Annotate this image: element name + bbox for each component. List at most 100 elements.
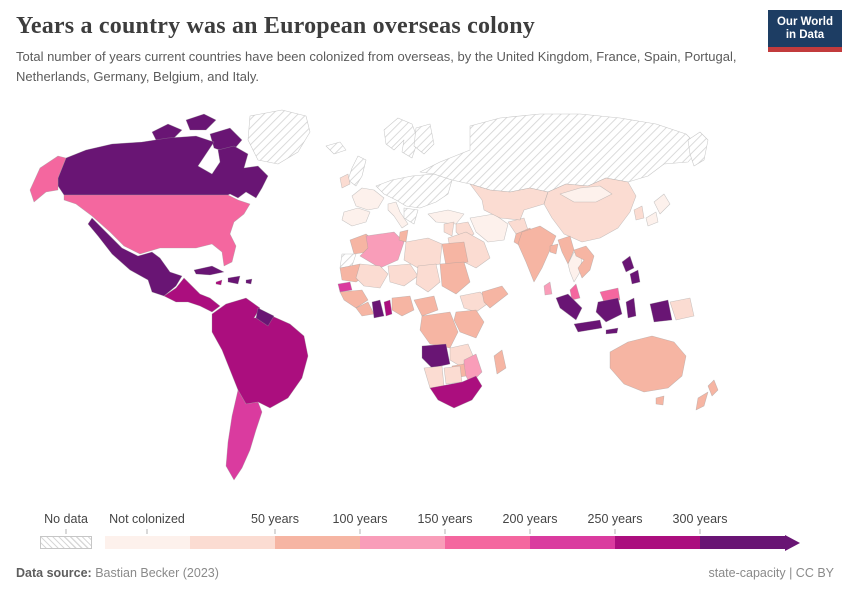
owid-logo[interactable]: Our World in Data	[768, 10, 842, 53]
data-source-label: Data source:	[16, 566, 92, 580]
legend-segment-b100_150[interactable]	[360, 536, 445, 549]
map-region-italy[interactable]	[387, 201, 409, 229]
map-region-sudan[interactable]	[439, 261, 471, 295]
map-region-japan-south[interactable]	[645, 211, 659, 227]
map-region-japan-north[interactable]	[653, 193, 671, 215]
map-region-cuba[interactable]	[193, 265, 225, 276]
map-region-united-kingdom[interactable]	[347, 155, 367, 187]
map-region-dr-congo[interactable]	[419, 311, 459, 349]
map-region-central-eastern-europe[interactable]	[375, 173, 453, 209]
map-region-tasmania[interactable]	[655, 395, 665, 406]
map-region-kamchatka[interactable]	[687, 131, 709, 167]
data-source-value: Bastian Becker (2023)	[95, 566, 219, 580]
map-region-turkey[interactable]	[427, 209, 465, 225]
map-region-somalia[interactable]	[481, 285, 509, 309]
legend-segment-b200_250[interactable]	[530, 536, 615, 549]
legend-no-data-label: No data	[44, 512, 88, 526]
map-region-papua-new-guinea[interactable]	[669, 297, 695, 321]
map-region-balkans[interactable]	[403, 207, 419, 225]
map-region-mongolia[interactable]	[559, 185, 613, 203]
map-region-malaysia-peninsula[interactable]	[569, 283, 581, 301]
map-region-botswana[interactable]	[443, 365, 463, 385]
map-region-senegal[interactable]	[337, 281, 353, 293]
map-region-east-africa[interactable]	[453, 309, 485, 339]
map-region-greenland[interactable]	[247, 109, 311, 165]
map-region-cameroon[interactable]	[413, 295, 439, 317]
legend-color-bar	[105, 534, 800, 551]
legend-tick	[699, 529, 701, 534]
map-region-south-africa[interactable]	[429, 375, 483, 409]
map-region-guinea[interactable]	[339, 289, 369, 309]
map-region-argentina-chile[interactable]	[225, 389, 263, 481]
map-region-indochina[interactable]	[573, 245, 595, 279]
license-note[interactable]: state-capacity | CC BY	[708, 566, 834, 580]
map-region-guyana[interactable]	[255, 307, 275, 327]
map-region-chad[interactable]	[415, 263, 441, 293]
legend-segment-not_colonized[interactable]	[105, 536, 190, 549]
map-region-mexico[interactable]	[87, 217, 183, 297]
map-region-egypt[interactable]	[441, 241, 469, 267]
map-region-korea[interactable]	[633, 205, 645, 221]
map-region-bangladesh[interactable]	[549, 243, 559, 255]
legend-segment-b250_300[interactable]	[615, 536, 700, 549]
map-region-ireland[interactable]	[339, 173, 351, 189]
map-region-philippines-north[interactable]	[621, 255, 635, 273]
map-region-hispaniola[interactable]	[227, 275, 241, 285]
map-region-finland[interactable]	[413, 123, 435, 155]
map-region-libya[interactable]	[403, 237, 443, 269]
map-region-niger[interactable]	[387, 263, 419, 287]
map-region-tunisia[interactable]	[398, 229, 409, 243]
map-region-ethiopia[interactable]	[459, 291, 491, 313]
map-region-iberia[interactable]	[341, 207, 371, 227]
map-region-java[interactable]	[573, 319, 603, 333]
map-region-west-papua[interactable]	[649, 299, 673, 323]
map-region-philippines-south[interactable]	[629, 269, 641, 285]
legend-segment-b150_200[interactable]	[445, 536, 530, 549]
map-region-scandinavia[interactable]	[383, 117, 419, 159]
legend-segment-b50_100[interactable]	[275, 536, 360, 549]
legend-segment-b0_50[interactable]	[190, 536, 275, 549]
map-region-central-asia[interactable]	[469, 183, 549, 221]
map-region-myanmar[interactable]	[557, 235, 575, 265]
map-region-australia[interactable]	[609, 335, 687, 393]
legend-tick	[359, 529, 361, 534]
map-region-central-america[interactable]	[163, 277, 221, 313]
map-region-sulawesi[interactable]	[625, 297, 637, 319]
map-region-kalimantan[interactable]	[595, 297, 623, 323]
map-region-puerto-rico[interactable]	[245, 278, 253, 285]
map-region-canada-arctic1[interactable]	[151, 123, 183, 141]
map-region-russia[interactable]	[419, 113, 701, 193]
map-region-france[interactable]	[351, 187, 385, 211]
map-region-algeria[interactable]	[359, 231, 405, 269]
map-region-sri-lanka[interactable]	[543, 281, 553, 296]
map-legend: No data Not colonized 50 years 100 years 15…	[40, 512, 820, 554]
legend-segment-b300plus[interactable]	[700, 536, 785, 549]
map-region-new-zealand-north[interactable]	[707, 379, 719, 397]
map-region-iceland[interactable]	[325, 141, 347, 155]
map-region-canada[interactable]	[57, 135, 269, 199]
map-region-india[interactable]	[517, 225, 557, 283]
map-region-sumatra[interactable]	[555, 293, 583, 321]
legend-label: 250 years	[587, 512, 643, 526]
owid-logo-line1: Our World	[776, 16, 833, 28]
map-region-south-america-north[interactable]	[211, 297, 309, 409]
legend-no-data-swatch[interactable]	[40, 536, 92, 549]
map-region-namibia[interactable]	[423, 365, 445, 389]
map-region-new-zealand-south[interactable]	[695, 391, 709, 411]
map-region-alaska[interactable]	[29, 155, 67, 203]
map-region-togo[interactable]	[383, 299, 393, 317]
map-region-madagascar[interactable]	[493, 349, 507, 375]
map-region-canada-arctic2[interactable]	[185, 113, 217, 131]
page-title: Years a country was an European overseas…	[16, 13, 535, 39]
legend-label: 200 years	[502, 512, 558, 526]
map-region-jamaica[interactable]	[215, 279, 223, 286]
map-region-nigeria[interactable]	[391, 295, 415, 317]
legend-tick	[614, 529, 616, 534]
legend-tick	[444, 529, 446, 534]
map-region-united-states[interactable]	[63, 194, 251, 267]
map-region-lesser-sunda[interactable]	[605, 327, 619, 335]
map-region-levant[interactable]	[443, 221, 455, 237]
map-region-mali[interactable]	[355, 263, 389, 289]
map-region-ghana[interactable]	[371, 299, 385, 319]
map-region-angola[interactable]	[421, 343, 451, 369]
